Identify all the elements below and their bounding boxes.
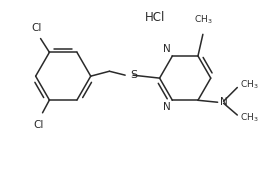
Text: CH$_3$: CH$_3$ [194, 14, 212, 27]
Text: CH$_3$: CH$_3$ [240, 112, 259, 124]
Text: N: N [163, 44, 170, 54]
Text: Cl: Cl [31, 23, 42, 33]
Text: N: N [220, 97, 227, 107]
Text: HCl: HCl [144, 11, 165, 24]
Text: CH$_3$: CH$_3$ [240, 78, 259, 91]
Text: S: S [130, 70, 137, 80]
Text: N: N [163, 102, 170, 112]
Text: Cl: Cl [33, 120, 44, 130]
